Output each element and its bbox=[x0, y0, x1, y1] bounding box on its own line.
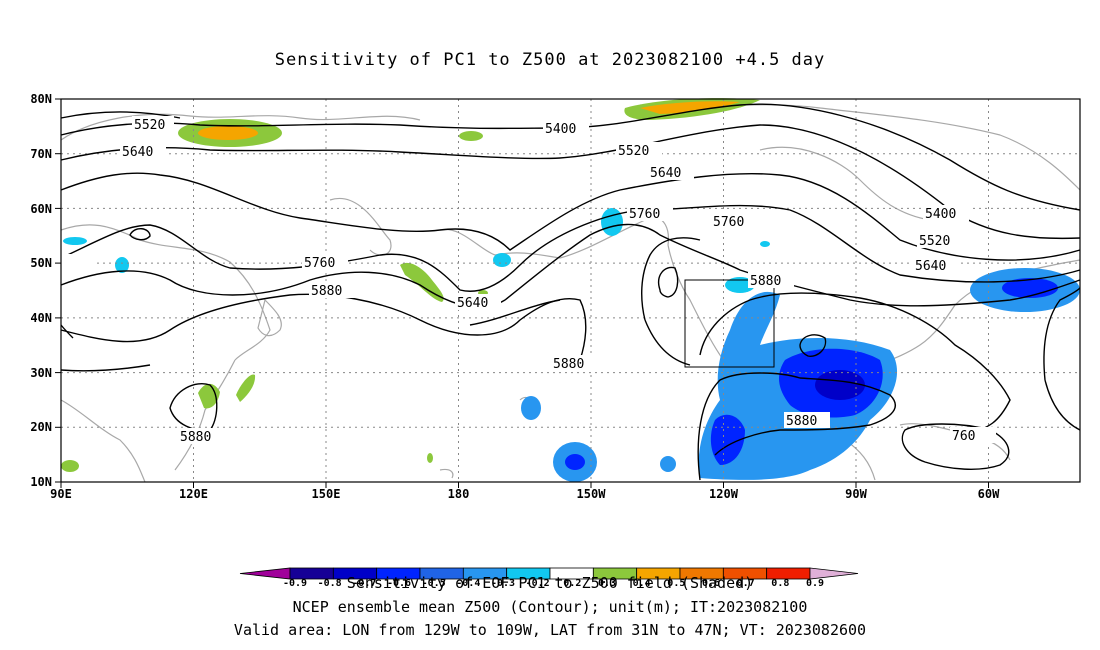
contour-label: 5880 bbox=[553, 357, 584, 372]
contour-labels: 5520 5640 5400 5520 5640 5760 5760 5400 … bbox=[61, 116, 996, 445]
colorbar: -0.9 -0.8 -0.7 -0.6 -0.5 -0.4 -0.3 -0.2 0.2 0.3 0.… bbox=[239, 567, 859, 589]
colorbar-tick-label: -0.2 bbox=[526, 578, 550, 589]
contour-label: 5640 bbox=[122, 145, 153, 160]
longitude-labels: 90E 120E 150E 180 150W 120W 90W 60W bbox=[50, 487, 1000, 501]
contour-label: 760 bbox=[952, 429, 975, 444]
contour-label: 5640 bbox=[915, 259, 946, 274]
contour-label: 5760 bbox=[629, 207, 660, 222]
latitude-labels: 80N 70N 60N 50N 40N 30N 20N 10N bbox=[30, 92, 52, 489]
contour-label: 5880 bbox=[786, 414, 817, 429]
footer-contour-caption: NCEP ensemble mean Z500 (Contour); unit(… bbox=[292, 598, 808, 616]
lat-label: 70N bbox=[30, 147, 52, 161]
contour-label: 5520 bbox=[618, 144, 649, 159]
footer-shading-caption: Sensitivity of EOF PC1 to Z500 field (Sh… bbox=[346, 574, 754, 592]
colorbar-tick-label: -0.6 bbox=[387, 578, 411, 589]
footer-valid-area-caption: Valid area: LON from 129W to 109W, LAT f… bbox=[233, 621, 867, 639]
lon-label: 120W bbox=[709, 487, 739, 501]
colorbar-tick-label: -0.9 bbox=[283, 578, 307, 589]
lat-label: 80N bbox=[30, 92, 52, 106]
contour-label: 5520 bbox=[919, 234, 950, 249]
map-panel: 5520 5640 5400 5520 5640 5760 5760 5400 … bbox=[60, 98, 1081, 483]
map-title: Sensitivity of PC1 to Z500 at 2023082100… bbox=[274, 50, 826, 70]
lat-label: 30N bbox=[30, 366, 52, 380]
colorbar-tick-label: 0.2 bbox=[563, 578, 581, 589]
axis-ticks bbox=[55, 98, 989, 488]
colorbar-tick-label: 0.8 bbox=[771, 578, 789, 589]
graticule bbox=[61, 99, 1080, 482]
contour-label: 5760 bbox=[304, 256, 335, 271]
lon-label: 150W bbox=[577, 487, 607, 501]
lon-label: 180 bbox=[448, 487, 470, 501]
contour-label: 5760 bbox=[713, 215, 744, 230]
colorbar-tick-label: -0.8 bbox=[318, 578, 342, 589]
lat-label: 40N bbox=[30, 311, 52, 325]
lat-label: 50N bbox=[30, 256, 52, 270]
contour-label: 5640 bbox=[650, 166, 681, 181]
lon-label: 60W bbox=[978, 487, 1000, 501]
contour-label: 5880 bbox=[311, 284, 342, 299]
contour-label: 5880 bbox=[750, 274, 781, 289]
sensitivity-shading bbox=[61, 98, 1080, 482]
lat-label: 10N bbox=[30, 475, 52, 489]
colorbar-tick-label: 0.5 bbox=[667, 578, 685, 589]
colorbar-tick-label: 0.6 bbox=[702, 578, 720, 589]
contour-label: 5640 bbox=[457, 296, 488, 311]
contour-label: 5400 bbox=[545, 122, 576, 137]
colorbar-tick-label: -0.3 bbox=[491, 578, 515, 589]
contour-label: 5400 bbox=[925, 207, 956, 222]
colorbar-tick-label: -0.4 bbox=[456, 578, 480, 589]
contour-label: 5880 bbox=[180, 430, 211, 445]
lat-label: 20N bbox=[30, 420, 52, 434]
lon-label: 150E bbox=[312, 487, 341, 501]
lon-label: 90E bbox=[50, 487, 72, 501]
colorbar-tick-label: 0.7 bbox=[737, 578, 755, 589]
colorbar-tick-label: 0.4 bbox=[633, 578, 651, 589]
lon-label: 120E bbox=[179, 487, 208, 501]
contour-label: 5520 bbox=[134, 118, 165, 133]
lon-label: 90W bbox=[845, 487, 867, 501]
colorbar-max-arrow bbox=[809, 567, 859, 580]
colorbar-tick-label: -0.5 bbox=[422, 578, 446, 589]
colorbar-tick-label: 0.3 bbox=[598, 578, 616, 589]
colorbar-tick-label: -0.7 bbox=[352, 578, 376, 589]
colorbar-tick-label: 0.9 bbox=[806, 578, 824, 589]
lat-label: 60N bbox=[30, 202, 52, 216]
valid-area-box bbox=[684, 279, 775, 368]
